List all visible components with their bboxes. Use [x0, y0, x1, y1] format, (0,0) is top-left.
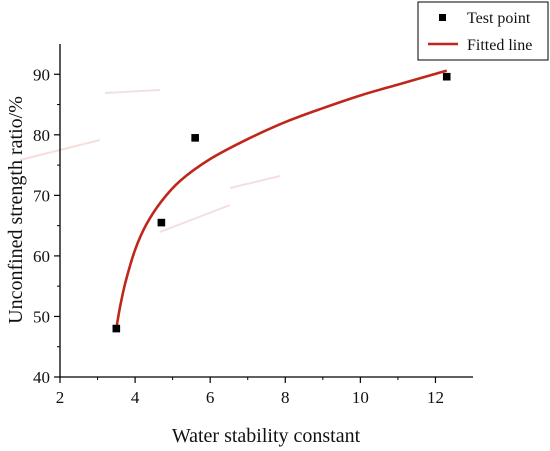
x-tick-label: 8	[281, 388, 290, 407]
legend-box	[417, 1, 549, 61]
x-tick-label: 10	[352, 388, 369, 407]
y-tick-label: 50	[33, 307, 50, 326]
x-tick-label: 6	[206, 388, 215, 407]
test-point-marker	[191, 134, 199, 142]
x-axis-title: Water stability constant	[172, 425, 361, 447]
y-tick-label: 80	[33, 126, 50, 145]
x-tick-label: 12	[427, 388, 444, 407]
y-tick-label: 60	[33, 247, 50, 266]
x-tick-label: 4	[131, 388, 140, 407]
y-tick-label: 90	[33, 65, 50, 84]
plot-frame	[59, 44, 473, 378]
test-point-marker	[112, 324, 121, 333]
y-ticks: 40 50 60 70 80 90	[33, 65, 60, 387]
background-artifacts	[19, 89, 281, 233]
x-ticks: 2 4 6 8 10 12	[56, 377, 444, 407]
y-tick-label: 40	[33, 368, 50, 387]
legend-label-test-point: Test point	[467, 10, 531, 27]
x-tick-label: 2	[56, 388, 65, 407]
series-layer	[112, 69, 451, 333]
fitted-line-curve	[115, 69, 448, 329]
legend: Test point Fitted line	[417, 1, 549, 61]
test-point-marker	[442, 72, 451, 81]
y-axis-title: Unconfined strength ratio/%	[5, 96, 27, 324]
y-tick-label: 70	[33, 186, 50, 205]
legend-marker-test-point	[439, 14, 446, 21]
legend-label-fitted-line: Fitted line	[467, 37, 532, 54]
test-point-marker	[157, 218, 166, 227]
